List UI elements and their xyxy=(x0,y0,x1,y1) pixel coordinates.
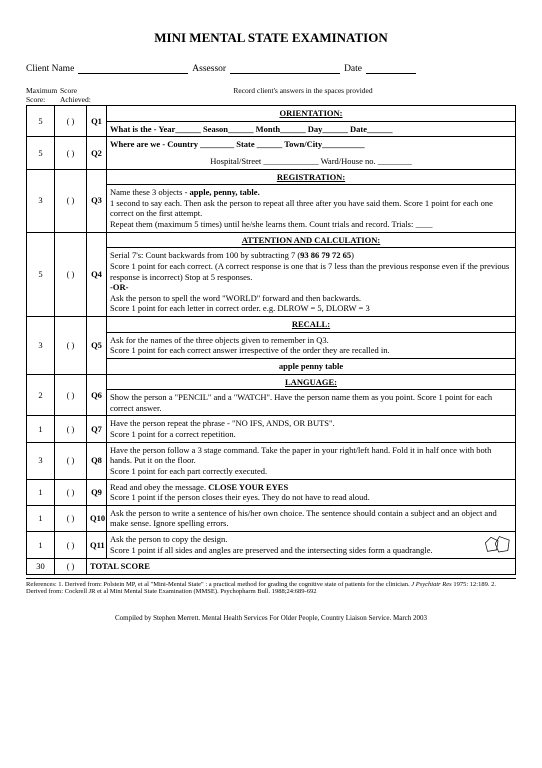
q5-max: 3 xyxy=(27,317,55,375)
assessor-field[interactable] xyxy=(230,64,340,74)
max-score-label: Maximum Score: xyxy=(26,86,60,104)
q11-num: Q11 xyxy=(87,532,107,559)
achieved-label: Score Achieved: xyxy=(60,86,90,104)
q6-text: Show the person a "PENCIL" and a "WATCH"… xyxy=(107,390,516,416)
language-header: LANGUAGE: xyxy=(107,374,516,390)
q7-num: Q7 xyxy=(87,416,107,442)
q9-max: 1 xyxy=(27,479,55,505)
q2-ach[interactable]: ( ) xyxy=(55,137,87,169)
references: References: 1. Derived from: Polstein MP… xyxy=(26,578,516,597)
assessor-label: Assessor xyxy=(192,64,226,74)
orientation-header: ORIENTATION: xyxy=(107,106,516,122)
q7-text: Have the person repeat the phrase - "NO … xyxy=(107,416,516,442)
recall-header: RECALL: xyxy=(107,317,516,333)
q3-num: Q3 xyxy=(87,169,107,232)
q5-num: Q5 xyxy=(87,317,107,375)
q9-num: Q9 xyxy=(87,479,107,505)
column-header-row: Maximum Score: Score Achieved: Record cl… xyxy=(26,86,516,104)
q11-ach[interactable]: ( ) xyxy=(55,532,87,559)
q5-ach[interactable]: ( ) xyxy=(55,317,87,375)
registration-header: REGISTRATION: xyxy=(107,169,516,185)
q4-max: 5 xyxy=(27,232,55,316)
q1-text: What is the - Year______ Season______ Mo… xyxy=(107,121,516,137)
q3-ach[interactable]: ( ) xyxy=(55,169,87,232)
q11-max: 1 xyxy=(27,532,55,559)
attention-header: ATTENTION AND CALCULATION: xyxy=(107,232,516,248)
client-name-field[interactable] xyxy=(78,64,188,74)
q8-num: Q8 xyxy=(87,442,107,479)
total-max: 30 xyxy=(27,559,55,575)
header-line: Client Name Assessor Date xyxy=(26,64,516,74)
q4-ach[interactable]: ( ) xyxy=(55,232,87,316)
total-ach[interactable]: ( ) xyxy=(55,559,87,575)
q6-max: 2 xyxy=(27,374,55,416)
q3-text: Name these 3 objects - apple, penny, tab… xyxy=(107,185,516,233)
mmse-table: 5 ( ) Q1 ORIENTATION: What is the - Year… xyxy=(26,105,516,575)
compiled-by: Compiled by Stephen Merrett. Mental Heal… xyxy=(26,614,516,622)
q7-ach[interactable]: ( ) xyxy=(55,416,87,442)
q4-text: Serial 7's: Count backwards from 100 by … xyxy=(107,248,516,317)
q2-text: Where are we - Country ________ State __… xyxy=(107,137,516,169)
q5-text: Ask for the names of the three objects g… xyxy=(107,332,516,358)
q2-num: Q2 xyxy=(87,137,107,169)
q3-max: 3 xyxy=(27,169,55,232)
q1-num: Q1 xyxy=(87,106,107,137)
q10-num: Q10 xyxy=(87,505,107,531)
client-name-label: Client Name xyxy=(26,64,74,74)
q8-ach[interactable]: ( ) xyxy=(55,442,87,479)
q6-ach[interactable]: ( ) xyxy=(55,374,87,416)
date-field[interactable] xyxy=(366,64,416,74)
q1-ach[interactable]: ( ) xyxy=(55,106,87,137)
q11-text: Ask the person to copy the design. Score… xyxy=(107,532,516,559)
q1-max: 5 xyxy=(27,106,55,137)
q9-text: Read and obey the message. CLOSE YOUR EY… xyxy=(107,479,516,505)
pentagons-icon xyxy=(484,534,512,556)
date-label: Date xyxy=(344,64,362,74)
q7-max: 1 xyxy=(27,416,55,442)
q2-max: 5 xyxy=(27,137,55,169)
q10-max: 1 xyxy=(27,505,55,531)
q8-text: Have the person follow a 3 stage command… xyxy=(107,442,516,479)
q10-text: Ask the person to write a sentence of hi… xyxy=(107,505,516,531)
q5-sub: apple penny table xyxy=(107,358,516,374)
q6-num: Q6 xyxy=(87,374,107,416)
q10-ach[interactable]: ( ) xyxy=(55,505,87,531)
page-title: MINI MENTAL STATE EXAMINATION xyxy=(26,30,516,46)
total-label: TOTAL SCORE xyxy=(87,559,516,575)
q9-ach[interactable]: ( ) xyxy=(55,479,87,505)
q4-num: Q4 xyxy=(87,232,107,316)
prompt-label: Record client's answers in the spaces pr… xyxy=(90,86,516,104)
q8-max: 3 xyxy=(27,442,55,479)
